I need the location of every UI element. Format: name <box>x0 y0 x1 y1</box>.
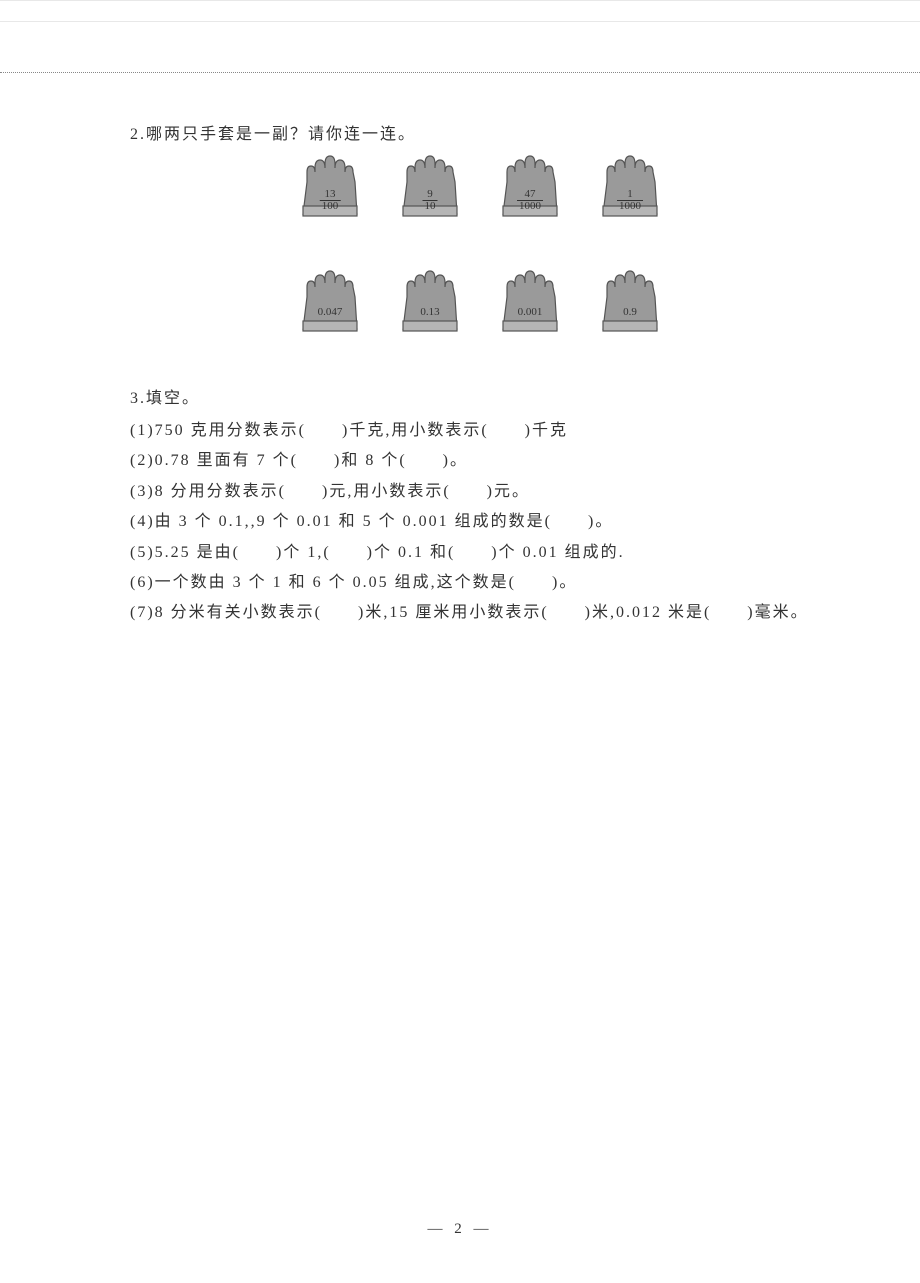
dotted-divider <box>0 72 920 73</box>
gloves-bottom-row: 0.047 0.13 0.001 0.9 <box>295 269 860 334</box>
glove-fraction-label: 13100 <box>320 189 341 212</box>
question-2-title: 2.哪两只手套是一副？请你连一连。 <box>130 120 860 144</box>
glove-fraction-label: 910 <box>423 189 438 212</box>
q3-item-3: (3)8 分用分数表示( )元,用小数表示( )元。 <box>130 477 860 507</box>
glove-top-3: 11000 <box>595 154 665 219</box>
glove-decimal-label: 0.13 <box>420 307 439 318</box>
q3-item-2: (2)0.78 里面有 7 个( )和 8 个( )。 <box>130 446 860 476</box>
glove-bottom-1: 0.13 <box>395 269 465 334</box>
q3-item-1: (1)750 克用分数表示( )千克,用小数表示( )千克 <box>130 416 860 446</box>
header-lines <box>0 0 920 73</box>
glove-decimal-label: 0.047 <box>318 307 343 318</box>
gloves-top-row: 13100 910 471000 11000 <box>295 154 860 219</box>
q3-item-5: (5)5.25 是由( )个 1,( )个 0.1 和( )个 0.01 组成的… <box>130 538 860 568</box>
glove-bottom-2: 0.001 <box>495 269 565 334</box>
q3-item-4: (4)由 3 个 0.1,,9 个 0.01 和 5 个 0.001 组成的数是… <box>130 507 860 537</box>
q3-item-6: (6)一个数由 3 个 1 和 6 个 0.05 组成,这个数是( )。 <box>130 568 860 598</box>
glove-bottom-0: 0.047 <box>295 269 365 334</box>
glove-fraction-label: 11000 <box>617 189 643 212</box>
glove-decimal-label: 0.9 <box>623 307 637 318</box>
glove-decimal-label: 0.001 <box>518 307 543 318</box>
page-number: — 2 — <box>428 1221 493 1238</box>
glove-top-2: 471000 <box>495 154 565 219</box>
thin-line <box>0 0 920 1</box>
glove-top-1: 910 <box>395 154 465 219</box>
question-3-items: (1)750 克用分数表示( )千克,用小数表示( )千克(2)0.78 里面有… <box>130 416 860 629</box>
thin-line <box>0 21 920 22</box>
question-3-title: 3.填空。 <box>130 384 860 408</box>
page-content: 2.哪两只手套是一副？请你连一连。 13100 910 471000 11000 0.… <box>130 120 860 629</box>
glove-fraction-label: 471000 <box>517 189 543 212</box>
q3-item-7: (7)8 分米有关小数表示( )米,15 厘米用小数表示( )米,0.012 米… <box>130 598 860 628</box>
glove-top-0: 13100 <box>295 154 365 219</box>
glove-bottom-3: 0.9 <box>595 269 665 334</box>
